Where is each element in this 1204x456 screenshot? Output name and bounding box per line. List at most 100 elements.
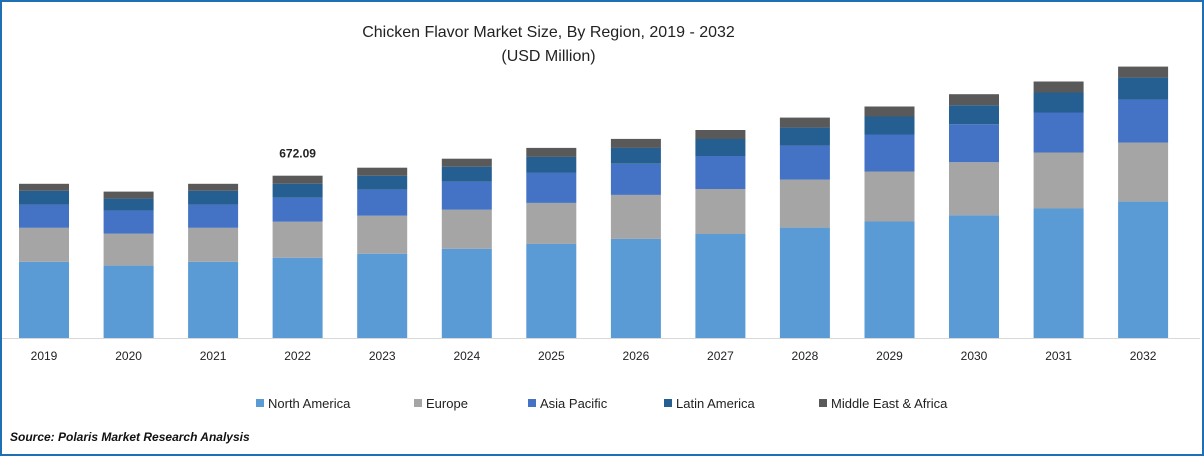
- bar-segment-middle-east-africa-2032: [1118, 66, 1169, 78]
- legend-item-middle-east-africa: Middle East & Africa: [819, 394, 947, 412]
- legend-item-latin-america: Latin America: [664, 394, 755, 412]
- bar-segment-middle-east-africa-2026: [610, 138, 661, 148]
- bar-segment-north-america-2029: [864, 221, 915, 338]
- bar-segment-asia-pacific-2032: [1118, 99, 1169, 143]
- bar-segment-north-america-2019: [19, 261, 69, 338]
- bar-segment-asia-pacific-2030: [949, 124, 999, 163]
- bar-segment-middle-east-africa-2021: [188, 183, 239, 191]
- bar-segment-north-america-2028: [779, 227, 830, 338]
- x-tick-label: 2030: [961, 349, 988, 363]
- bar-segment-middle-east-africa-2020: [103, 191, 154, 199]
- x-tick-label: 2031: [1045, 349, 1072, 363]
- legend-swatch: [664, 399, 672, 407]
- chart-legend: North America Europe Asia Pacific Latin Ame…: [0, 394, 1204, 414]
- bar-segment-north-america-2032: [1118, 201, 1169, 338]
- bar-segment-middle-east-africa-2030: [949, 94, 999, 106]
- bar-segment-latin-america-2029: [864, 116, 915, 135]
- bar-segment-asia-pacific-2024: [441, 181, 492, 210]
- bar-segment-europe-2029: [864, 171, 915, 222]
- bar-segment-europe-2022: [272, 221, 323, 258]
- bar-segment-latin-america-2021: [188, 190, 239, 205]
- bar-segment-north-america-2024: [441, 248, 492, 338]
- x-tick-label: 2032: [1130, 349, 1157, 363]
- bar-segment-north-america-2031: [1033, 208, 1084, 338]
- legend-item-asia-pacific: Asia Pacific: [528, 394, 607, 412]
- x-tick-label: 2022: [284, 349, 311, 363]
- bar-segment-europe-2030: [949, 162, 999, 216]
- bar-segment-asia-pacific-2025: [526, 172, 577, 203]
- bar-segment-europe-2027: [695, 189, 746, 234]
- bar-segment-asia-pacific-2021: [188, 204, 239, 228]
- bar-segment-europe-2025: [526, 202, 577, 244]
- bar-segment-latin-america-2028: [779, 127, 830, 146]
- chart-subtitle: (USD Million): [501, 48, 596, 65]
- x-tick-label: 2024: [453, 349, 480, 363]
- bar-segment-europe-2023: [357, 215, 408, 254]
- bar-segment-europe-2031: [1033, 152, 1084, 209]
- bar-segment-latin-america-2020: [103, 198, 154, 211]
- bar-segment-europe-2020: [103, 233, 154, 266]
- x-tick-label: 2021: [200, 349, 227, 363]
- data-label-2022: 672.09: [279, 147, 316, 161]
- legend-item-north-america: North America: [256, 394, 350, 412]
- bar-segment-north-america-2020: [103, 265, 154, 338]
- bar-segment-middle-east-africa-2019: [19, 183, 69, 191]
- bar-segment-middle-east-africa-2028: [779, 117, 830, 128]
- bar-segment-europe-2032: [1118, 142, 1169, 202]
- legend-label: North America: [268, 395, 351, 411]
- bar-segment-europe-2019: [19, 227, 69, 262]
- bar-segment-europe-2024: [441, 209, 492, 249]
- bar-segment-middle-east-africa-2031: [1033, 81, 1084, 93]
- bar-segment-asia-pacific-2020: [103, 210, 154, 234]
- bar-segment-asia-pacific-2026: [610, 163, 661, 195]
- legend-label: Latin America: [676, 395, 755, 411]
- legend-swatch: [256, 399, 264, 407]
- bar-segment-europe-2028: [779, 179, 830, 228]
- bar-segment-asia-pacific-2023: [357, 189, 408, 216]
- bar-segment-north-america-2022: [272, 257, 323, 338]
- bar-segment-north-america-2030: [949, 215, 999, 338]
- bar-segment-asia-pacific-2029: [864, 134, 915, 172]
- legend-label: Middle East & Africa: [831, 395, 948, 411]
- x-tick-label: 2029: [876, 349, 903, 363]
- bar-segment-latin-america-2027: [695, 139, 746, 156]
- x-tick-label: 2025: [538, 349, 565, 363]
- bar-segment-middle-east-africa-2024: [441, 158, 492, 167]
- bar-segment-north-america-2027: [695, 234, 746, 338]
- bar-segment-latin-america-2032: [1118, 77, 1169, 100]
- x-tick-label: 2020: [115, 349, 142, 363]
- x-tick-label: 2028: [792, 349, 819, 363]
- x-tick-label: 2026: [623, 349, 650, 363]
- bar-segment-asia-pacific-2031: [1033, 112, 1084, 153]
- x-tick-label: 2027: [707, 349, 734, 363]
- bar-segment-asia-pacific-2022: [272, 197, 323, 222]
- legend-swatch: [819, 399, 827, 407]
- bar-segment-latin-america-2019: [19, 190, 69, 205]
- bar-segment-middle-east-africa-2025: [526, 147, 577, 157]
- legend-item-europe: Europe: [414, 394, 468, 412]
- chart-title: Chicken Flavor Market Size, By Region, 2…: [362, 24, 735, 41]
- bar-segment-latin-america-2023: [357, 175, 408, 190]
- bar-segment-latin-america-2024: [441, 166, 492, 182]
- source-note: Source: Polaris Market Research Analysis: [10, 430, 250, 444]
- bar-segment-middle-east-africa-2029: [864, 106, 915, 117]
- bar-segment-north-america-2021: [188, 261, 239, 338]
- bar-segment-north-america-2023: [357, 253, 408, 338]
- x-tick-label: 2019: [31, 349, 58, 363]
- legend-swatch: [414, 399, 422, 407]
- bar-segment-latin-america-2025: [526, 156, 577, 173]
- bar-segment-north-america-2026: [610, 238, 661, 338]
- bar-segment-europe-2021: [188, 227, 239, 262]
- legend-swatch: [528, 399, 536, 407]
- bar-segment-asia-pacific-2019: [19, 204, 69, 228]
- bar-segment-latin-america-2026: [610, 147, 661, 164]
- bar-segment-latin-america-2030: [949, 105, 999, 125]
- bar-segment-latin-america-2031: [1033, 92, 1084, 113]
- bar-segment-europe-2026: [610, 194, 661, 239]
- bar-segment-latin-america-2022: [272, 183, 323, 198]
- x-tick-label: 2023: [369, 349, 396, 363]
- legend-label: Europe: [426, 395, 468, 411]
- bar-segment-asia-pacific-2028: [779, 145, 830, 180]
- bar-segment-middle-east-africa-2027: [695, 130, 746, 139]
